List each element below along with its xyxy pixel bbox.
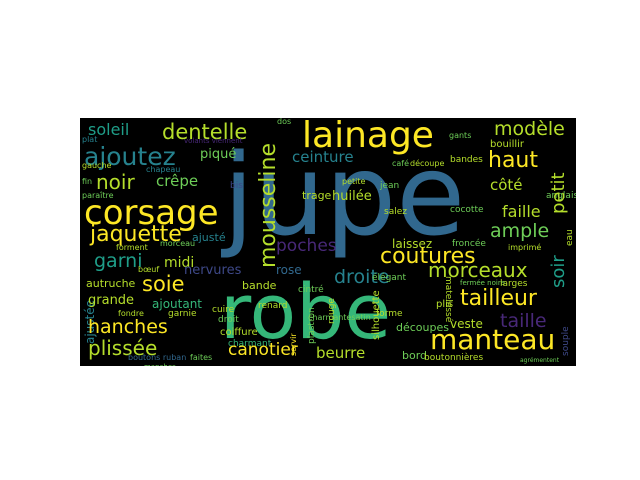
- word-haut: haut: [488, 148, 538, 173]
- word-hanches: hanches: [88, 316, 168, 338]
- word-anglaise: anglaise: [546, 191, 576, 201]
- word-fondre: fondre: [118, 309, 144, 318]
- word-cote: côté: [490, 176, 523, 194]
- word-volants: volants viennent: [184, 137, 243, 145]
- word-cintre: cintré: [298, 285, 324, 295]
- word-corsage: corsage: [84, 193, 219, 233]
- word-autruche: autruche: [86, 277, 136, 290]
- word-bis: bis: [230, 181, 243, 191]
- word-ceinture: ceinture: [292, 148, 354, 166]
- word-nervures: nervures: [184, 263, 242, 278]
- word-cloud: jupe robe lainage soleil dentelle modèle…: [80, 118, 576, 366]
- word-lainage: lainage: [302, 118, 434, 156]
- word-gants: gants: [449, 131, 472, 140]
- word-jupe: jupe: [223, 131, 466, 261]
- word-modele: modèle: [494, 118, 565, 140]
- word-droit: droit: [218, 315, 239, 325]
- word-poches: poches: [276, 236, 337, 256]
- word-fermee: fermée noire: [460, 279, 505, 287]
- word-trage: trage: [302, 189, 332, 202]
- word-petite: petite: [342, 177, 366, 186]
- word-elegant: élégant: [372, 273, 407, 283]
- word-morceaux: morceaux: [428, 258, 528, 282]
- word-rose: rose: [276, 263, 302, 277]
- word-cocotte: cocotte: [450, 205, 484, 215]
- word-souple: souple: [561, 326, 571, 356]
- word-tailleur: tailleur: [460, 286, 537, 311]
- word-forment: forment: [116, 243, 148, 252]
- word-droite: droite: [334, 266, 390, 288]
- word-jean: jean: [380, 181, 400, 191]
- word-agrementent: agrémentent: [520, 357, 560, 364]
- word-grande: grande: [88, 293, 135, 308]
- word-ajoutant: ajoutant: [152, 297, 203, 311]
- word-imprime: imprimé: [508, 243, 542, 252]
- word-decoupe: découpe: [410, 159, 445, 168]
- word-fin: fin: [82, 177, 93, 186]
- word-faille: faille: [502, 202, 541, 221]
- word-pique: piqué: [200, 147, 237, 162]
- word-dos: dos: [277, 118, 292, 126]
- word-beurre: beurre: [316, 344, 366, 362]
- word-eau: eau: [565, 229, 575, 246]
- word-ajoutez: ajoutez: [84, 142, 176, 171]
- word-manteau: manteau: [430, 323, 556, 356]
- word-canotier: canotier: [228, 340, 298, 360]
- word-paraitre: paraître: [82, 191, 114, 200]
- word-faites: faites: [190, 353, 213, 362]
- word-boeuf: bœuf: [138, 265, 160, 274]
- word-taille: taille: [500, 310, 547, 332]
- word-larges: larges: [500, 279, 528, 289]
- word-jaquette: jaquette: [90, 222, 182, 247]
- word-garnie: garnie: [168, 309, 197, 319]
- word-morceau: morceau: [160, 239, 196, 248]
- word-garni: garni: [94, 250, 143, 272]
- word-bord: bord: [402, 349, 428, 362]
- word-cafe: café: [392, 159, 410, 168]
- word-ample: ample: [490, 220, 550, 242]
- word-coiffure: coiffure: [220, 327, 258, 338]
- word-soir: soir: [548, 255, 569, 288]
- word-plis: plis: [436, 299, 454, 310]
- word-salez: salez: [384, 207, 407, 217]
- word-dentelle: dentelle: [162, 120, 248, 144]
- word-soleil: soleil: [88, 120, 130, 139]
- word-crepe: crêpe: [156, 172, 199, 190]
- word-huilee: huilée: [332, 189, 372, 204]
- word-bouillir: bouillir: [490, 139, 525, 150]
- word-charmant: charmant: [228, 339, 272, 349]
- word-coutures: coutures: [380, 244, 476, 269]
- word-veste: veste: [450, 317, 483, 331]
- word-froncee: froncée: [452, 239, 486, 249]
- word-charmantesatin: charmantesatin: [308, 313, 371, 322]
- word-chapeau: chapeau: [146, 165, 181, 174]
- word-plat: plat: [82, 135, 98, 144]
- word-gauche: gauche: [82, 161, 112, 170]
- word-laissez: laissez: [392, 237, 433, 251]
- word-petit: petit: [548, 172, 569, 214]
- word-renard: renard: [258, 301, 288, 311]
- word-plissee: plissée: [88, 336, 158, 360]
- word-midi: midi: [164, 255, 195, 271]
- word-robe: robe: [220, 267, 392, 356]
- word-soie: soie: [142, 272, 185, 296]
- word-noir: noir: [96, 170, 135, 194]
- word-manches: manches: [144, 364, 176, 367]
- word-bandes: bandes: [450, 155, 483, 165]
- word-forme: forme: [376, 309, 403, 319]
- word-bande: bande: [242, 279, 277, 292]
- word-boutons-ruban: boutons ruban: [128, 353, 187, 362]
- word-boutonnieres: boutonnières: [424, 353, 484, 363]
- word-ajuste: ajusté: [192, 231, 226, 244]
- word-decoupes: découpes: [396, 321, 449, 334]
- word-cuire: cuire: [212, 305, 235, 315]
